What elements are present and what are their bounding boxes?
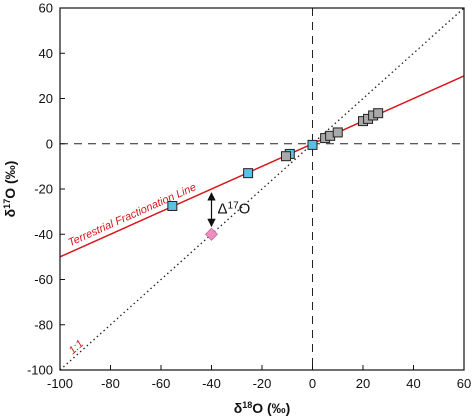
y-axis-label-sup: 17 (2, 199, 12, 209)
x-tick-label-8: 60 (457, 376, 471, 391)
x-tick-label-2: -60 (152, 376, 171, 391)
data-point-s0-1 (243, 168, 254, 179)
data-point-s1-0 (280, 151, 291, 162)
x-axis-label-sup: 18 (242, 400, 252, 410)
delta17o-label: Δ17O (218, 200, 251, 218)
x-axis-label-prefix: δ (234, 400, 243, 416)
x-tick-label-0: -100 (47, 376, 73, 391)
x-tick-label-5: 0 (309, 376, 316, 391)
data-point-s0-0 (167, 200, 178, 211)
y-tick-label-5: -40 (34, 227, 53, 242)
one-to-one-label: 1:1 (67, 338, 86, 357)
tfl-label: Terrestrial Fractionation Line (66, 181, 198, 249)
y-tick-label-8: -100 (27, 363, 53, 378)
data-point-s2-0 (204, 227, 219, 241)
y-axis-label-prefix: δ (2, 209, 18, 218)
x-tick-label-1: -80 (101, 376, 120, 391)
y-tick-label-1: 40 (39, 46, 53, 61)
x-axis-label-suffix: O (‰) (252, 400, 290, 416)
y-tick-label-0: 60 (39, 1, 53, 16)
y-tick-label-6: -60 (34, 272, 53, 287)
data-point-s0-3 (307, 139, 318, 150)
data-point-s1-7 (373, 108, 384, 119)
x-tick-label-4: -20 (253, 376, 272, 391)
y-tick-label-7: -80 (34, 317, 53, 332)
one-to-one-line (60, 8, 464, 370)
x-tick-label-6: 20 (356, 376, 370, 391)
x-tick-label-7: 40 (406, 376, 420, 391)
y-axis-label: δ17O (‰) (2, 161, 18, 218)
y-tick-label-2: 20 (39, 91, 53, 106)
terrestrial-fractionation-line (60, 75, 464, 258)
y-tick-label-3: 0 (46, 136, 53, 151)
y-axis-label-suffix: O (‰) (2, 161, 18, 199)
data-point-s1-3 (332, 127, 343, 138)
y-tick-label-4: -20 (34, 182, 53, 197)
x-axis-label: δ18O (‰) (234, 400, 291, 416)
x-tick-label-3: -40 (202, 376, 221, 391)
